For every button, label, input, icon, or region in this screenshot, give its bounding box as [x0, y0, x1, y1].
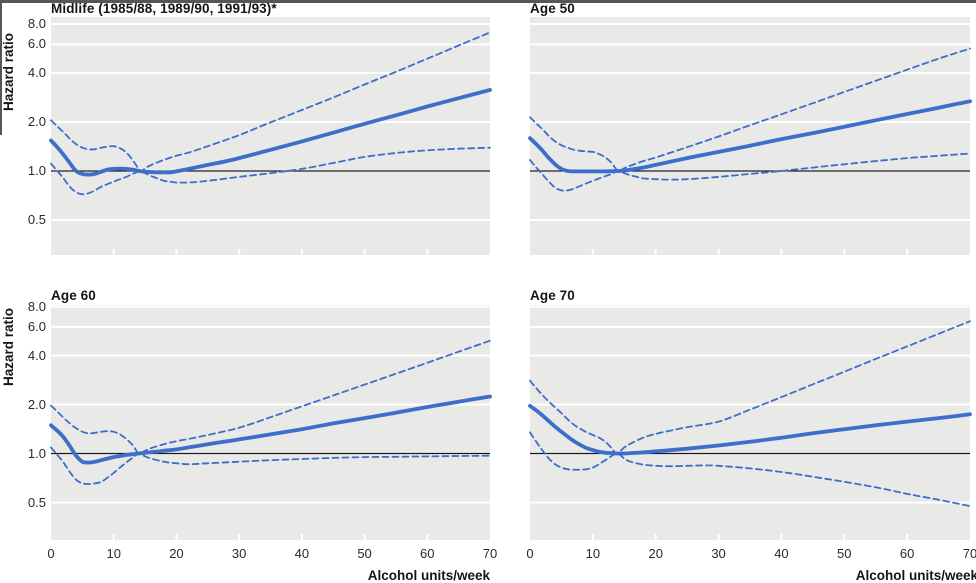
x-tick-label-0: 0	[47, 546, 55, 561]
x-tick-mark	[175, 534, 178, 540]
x-tick-mark	[363, 534, 366, 540]
x-tick-label-40: 40	[294, 546, 310, 561]
x-axis-label-right: Alcohol units/week	[855, 568, 976, 583]
x-tick-label-10: 10	[585, 546, 601, 561]
ci-lower-curve	[529, 431, 971, 507]
x-tick-mark	[906, 249, 909, 255]
y-tick-label-bottom-2.0: 2.0	[27, 396, 46, 412]
y-tick-label-bottom-8.0: 8.0	[27, 298, 46, 314]
plot-panel-1	[49, 17, 492, 255]
y-tick-label-bottom-6.0: 6.0	[27, 318, 46, 334]
x-tick-label-70: 70	[962, 546, 976, 561]
y-tick-label-top-8.0: 8.0	[27, 16, 46, 31]
plot-background	[51, 17, 490, 255]
y-tick-label-top-0.5: 0.5	[27, 212, 46, 227]
plot-background	[51, 305, 490, 540]
x-tick-mark	[363, 249, 366, 255]
y-tick-label-bottom-4.0: 4.0	[27, 347, 46, 363]
x-tick-label-60: 60	[899, 546, 915, 561]
x-tick-mark	[426, 534, 429, 540]
x-tick-mark	[112, 249, 115, 255]
x-tick-mark	[780, 534, 783, 540]
hazard-ratio-curve	[528, 404, 972, 456]
plot-panel-2	[528, 17, 972, 255]
x-tick-label-50: 50	[837, 546, 852, 561]
x-tick-label-0: 0	[526, 546, 534, 561]
plot-background	[530, 17, 970, 255]
hazard-ratio-curve	[528, 99, 972, 174]
x-tick-mark	[591, 534, 594, 540]
plot-panel-3	[49, 305, 492, 540]
y-tick-label-top-6.0: 6.0	[27, 36, 46, 52]
x-tick-label-70: 70	[482, 546, 498, 561]
x-tick-mark	[112, 534, 115, 540]
hazard-ratio-curve	[49, 394, 492, 465]
x-tick-mark	[300, 249, 303, 255]
ci-lower-curve	[50, 446, 491, 485]
x-tick-label-50: 50	[357, 546, 372, 561]
y-tick-label-bottom-1.0: 1.0	[27, 445, 46, 461]
x-tick-mark	[654, 534, 657, 540]
x-tick-mark	[780, 249, 783, 255]
hazard-ratio-curve	[49, 88, 492, 177]
y-tick-label-top-1.0: 1.0	[27, 163, 46, 178]
x-tick-mark	[300, 534, 303, 540]
x-tick-mark	[717, 249, 720, 255]
x-tick-label-20: 20	[169, 546, 184, 561]
x-tick-mark	[717, 534, 720, 540]
x-tick-label-40: 40	[774, 546, 789, 561]
y-tick-label-bottom-0.5: 0.5	[27, 494, 46, 510]
plot-panel-4	[528, 305, 972, 540]
ci-lower-curve	[50, 146, 491, 196]
x-tick-mark	[906, 534, 909, 540]
x-tick-mark	[591, 249, 594, 255]
y-tick-label-top-4.0: 4.0	[27, 65, 46, 80]
panel-title-age-60: Age 60	[51, 288, 96, 303]
x-axis-label-left: Alcohol units/week	[367, 568, 490, 583]
x-tick-mark	[238, 249, 241, 255]
x-tick-mark	[654, 249, 657, 255]
top-border-bar	[0, 0, 976, 3]
x-tick-mark	[238, 534, 241, 540]
y-tick-label-top-2.0: 2.0	[27, 114, 46, 129]
ci-lower-curve	[529, 152, 971, 192]
x-tick-label-30: 30	[711, 546, 726, 561]
left-border-bar	[0, 0, 2, 135]
ci-upper-curve	[529, 47, 971, 173]
panel-title-midlife: Midlife (1985/88, 1989/90, 1991/93)*	[51, 1, 277, 16]
x-tick-mark	[843, 249, 846, 255]
x-tick-label-30: 30	[231, 546, 247, 561]
panel-title-age-70: Age 70	[530, 288, 575, 303]
x-tick-label-10: 10	[106, 546, 121, 561]
x-tick-mark	[426, 249, 429, 255]
x-tick-label-20: 20	[648, 546, 663, 561]
x-tick-mark	[175, 249, 178, 255]
x-tick-label-60: 60	[420, 546, 435, 561]
x-tick-mark	[843, 534, 846, 540]
panel-title-age-50: Age 50	[530, 1, 575, 16]
